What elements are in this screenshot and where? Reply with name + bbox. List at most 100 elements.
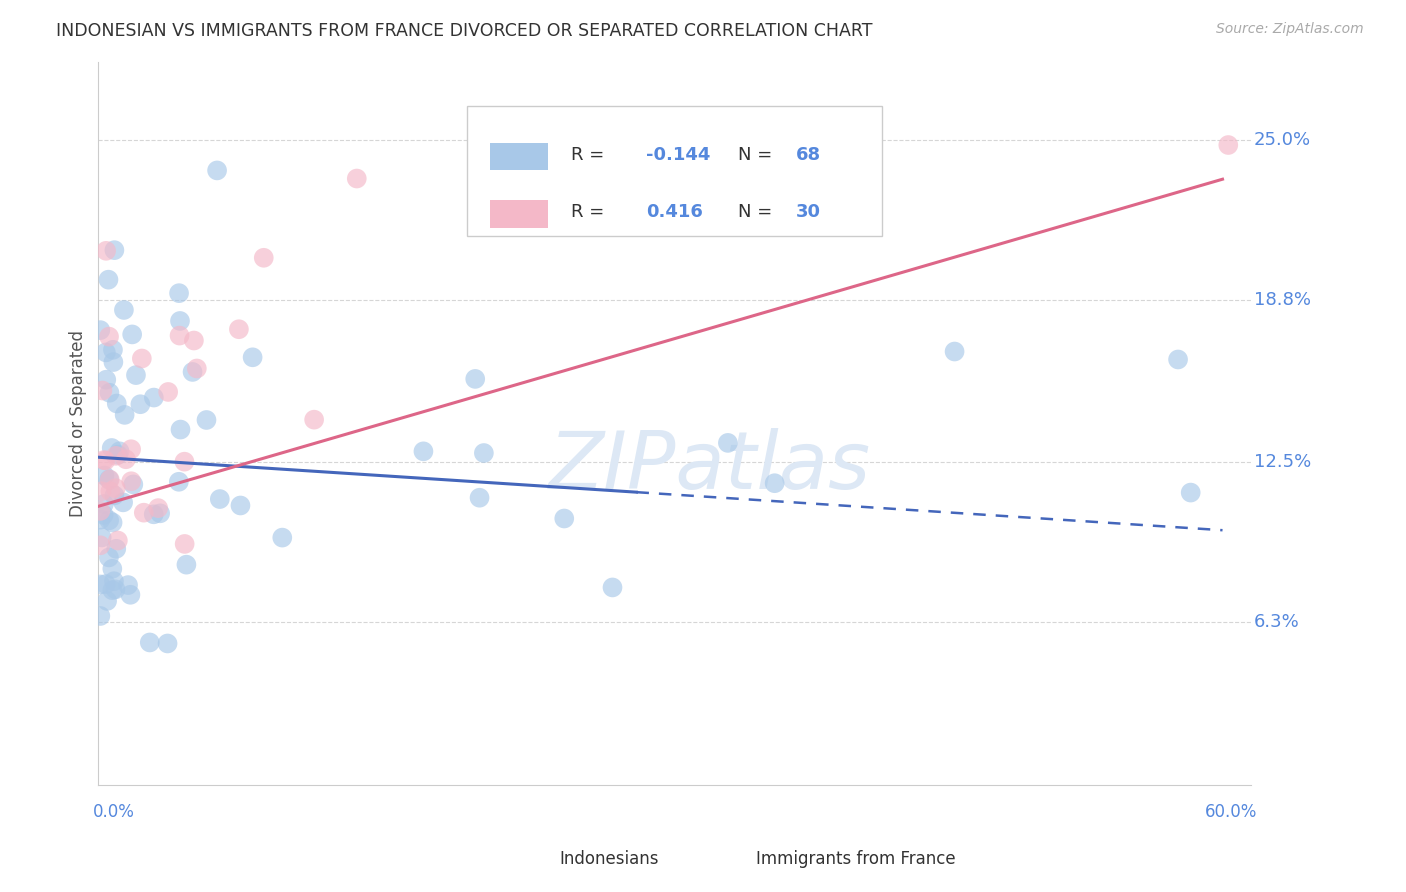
Point [108, 444, 131, 458]
Text: 0.0%: 0.0% [93, 803, 135, 821]
Point [167, 475, 190, 489]
Point [107, 448, 129, 462]
Point [142, 391, 165, 405]
Text: Indonesians: Indonesians [560, 850, 659, 869]
Point [97, 273, 120, 287]
Point [117, 578, 139, 592]
Text: Immigrants from France: Immigrants from France [755, 850, 955, 869]
Point [120, 475, 142, 489]
Text: INDONESIAN VS IMMIGRANTS FROM FRANCE DIVORCED OR SEPARATED CORRELATION CHART: INDONESIAN VS IMMIGRANTS FROM FRANCE DIV… [56, 22, 873, 40]
Point [1180, 485, 1202, 500]
Text: N =: N = [738, 203, 779, 221]
Y-axis label: Divorced or Separated: Divorced or Separated [69, 330, 87, 517]
Point [412, 444, 434, 458]
Point [602, 581, 624, 595]
Point [169, 314, 191, 328]
Point [173, 537, 195, 551]
Point [205, 163, 228, 178]
Point [89, 538, 111, 552]
Point [98, 513, 121, 527]
Text: 6.3%: 6.3% [1254, 614, 1299, 632]
Point [122, 477, 145, 491]
Point [229, 499, 252, 513]
Point [94, 244, 117, 258]
Point [169, 328, 191, 343]
Point [104, 582, 127, 597]
Point [176, 558, 198, 572]
Point [1218, 138, 1240, 153]
Point [129, 397, 152, 411]
Point [93, 453, 115, 467]
Point [94, 345, 117, 359]
Point [96, 373, 118, 387]
Point [98, 385, 121, 400]
Point [114, 408, 136, 422]
Point [146, 501, 169, 516]
Text: 30: 30 [796, 203, 821, 221]
Text: R =: R = [571, 146, 610, 164]
Point [242, 351, 264, 365]
Point [98, 329, 121, 343]
Point [1167, 352, 1189, 367]
Point [112, 302, 135, 317]
Point [101, 583, 124, 598]
Point [142, 508, 165, 522]
Text: 68: 68 [796, 146, 821, 164]
Point [93, 468, 115, 483]
Point [98, 473, 121, 487]
Point [553, 511, 575, 525]
Point [121, 327, 143, 342]
Point [149, 506, 172, 520]
Point [93, 508, 115, 522]
Point [195, 413, 218, 427]
Point [91, 384, 114, 398]
Point [112, 495, 135, 509]
Point [101, 562, 124, 576]
Point [101, 343, 124, 357]
Text: 25.0%: 25.0% [1254, 131, 1310, 149]
Point [943, 344, 966, 359]
Point [94, 577, 117, 591]
Text: -0.144: -0.144 [647, 146, 710, 164]
Text: 12.5%: 12.5% [1254, 453, 1310, 471]
Point [107, 533, 129, 548]
Point [89, 504, 111, 518]
Point [346, 171, 368, 186]
Point [115, 452, 138, 467]
Point [271, 531, 294, 545]
Text: R =: R = [571, 203, 610, 221]
Point [139, 635, 162, 649]
Text: 60.0%: 60.0% [1205, 803, 1257, 821]
Point [125, 368, 148, 383]
FancyBboxPatch shape [491, 200, 548, 227]
Point [98, 473, 121, 487]
Point [89, 577, 111, 591]
Point [103, 355, 125, 369]
Point [167, 286, 190, 301]
Point [105, 396, 128, 410]
Point [131, 351, 153, 366]
FancyBboxPatch shape [697, 846, 744, 873]
Point [100, 441, 122, 455]
Point [468, 491, 491, 505]
Point [253, 251, 276, 265]
Point [93, 497, 115, 511]
Point [105, 541, 128, 556]
Point [104, 449, 127, 463]
Text: ZIPatlas: ZIPatlas [548, 428, 870, 506]
Point [717, 436, 740, 450]
Point [157, 384, 180, 399]
Point [208, 491, 231, 506]
Point [183, 334, 205, 348]
Point [98, 484, 121, 499]
Point [132, 506, 155, 520]
Point [101, 516, 124, 530]
FancyBboxPatch shape [467, 106, 883, 235]
Point [103, 243, 125, 257]
Point [90, 531, 112, 545]
Point [103, 488, 125, 502]
Point [763, 476, 786, 491]
Text: N =: N = [738, 146, 779, 164]
Point [169, 423, 191, 437]
Point [120, 442, 142, 457]
